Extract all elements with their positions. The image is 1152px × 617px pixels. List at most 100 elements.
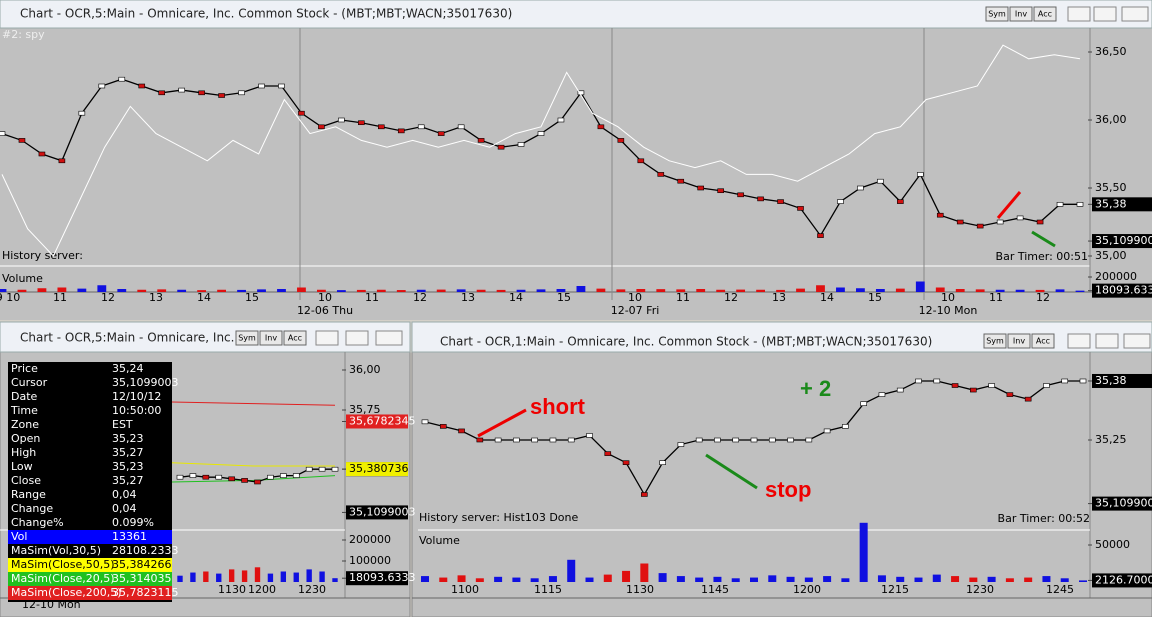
volume-bar: [749, 577, 759, 582]
x-tick-label: 14: [197, 291, 211, 304]
price-tag: [346, 571, 408, 586]
axis-label: 35,1099003: [1095, 497, 1152, 510]
volume-bar: [277, 289, 286, 292]
candle: [549, 437, 557, 443]
annotation: stop: [765, 477, 811, 502]
toolbar-button[interactable]: [983, 333, 1007, 349]
data-value: 35,27: [112, 474, 144, 487]
candle: [305, 466, 313, 472]
axis-label: 200000: [1095, 270, 1137, 283]
candle: [417, 124, 425, 130]
status-left: History server: Hist103 Done: [419, 511, 578, 524]
close[interactable]: [375, 330, 403, 346]
axis-label: 36,00: [349, 363, 381, 376]
candle: [557, 117, 565, 123]
volume-bar: [658, 573, 667, 582]
x-tick-label: 10: [318, 291, 332, 304]
candle: [254, 479, 261, 485]
candle: [622, 460, 630, 466]
data-label: Change%: [11, 516, 64, 529]
candle: [797, 206, 804, 211]
volume-bar: [241, 570, 248, 582]
volume-bar: [237, 289, 246, 292]
x-tick-label: 11: [365, 291, 379, 304]
toolbar-button[interactable]: [1007, 333, 1031, 349]
candle: [267, 474, 274, 480]
toolbar-button[interactable]: [283, 330, 307, 346]
volume-bar: [804, 577, 813, 582]
x-tick-label: 1230: [298, 583, 326, 596]
volume-bar: [512, 577, 521, 582]
candle: [292, 473, 300, 478]
toolbar-button-label[interactable]: Inv: [1013, 337, 1025, 346]
volume-bar: [1078, 580, 1088, 582]
toolbar-button-label[interactable]: Sym: [988, 10, 1006, 19]
toolbar-button-label[interactable]: Inv: [265, 334, 277, 343]
volume-bar: [332, 578, 338, 582]
moving-average: [171, 475, 336, 483]
arrow: [1031, 230, 1056, 248]
candle: [278, 83, 285, 89]
volume-bar: [254, 567, 261, 582]
close[interactable]: [1123, 333, 1151, 349]
candle: [158, 90, 166, 96]
axis-label: 35,1099003: [1095, 234, 1152, 247]
toolbar-button[interactable]: [985, 6, 1009, 22]
toolbar-button[interactable]: [235, 330, 259, 346]
candle: [837, 199, 844, 204]
candle: [1006, 392, 1014, 397]
volume-bar: [915, 281, 925, 292]
candle: [823, 428, 831, 434]
toolbar-button-label[interactable]: Acc: [1038, 10, 1052, 19]
x-tick-label: 11: [989, 291, 1003, 304]
minimize[interactable]: [1067, 6, 1091, 22]
candle: [659, 460, 666, 466]
volume-bar: [536, 289, 546, 292]
volume-bar: [696, 289, 706, 292]
candle: [38, 151, 46, 157]
toolbar-button[interactable]: [259, 330, 283, 346]
toolbar-button-label[interactable]: Sym: [986, 337, 1004, 346]
minimize[interactable]: [315, 330, 339, 346]
maximize[interactable]: [345, 330, 369, 346]
candle: [897, 199, 904, 204]
toolbar-button-label[interactable]: Acc: [288, 334, 302, 343]
candle: [750, 437, 758, 443]
toolbar-button-label[interactable]: Inv: [1015, 10, 1027, 19]
candle: [737, 192, 744, 198]
annotation: short: [530, 394, 586, 419]
x-tick-label: 12: [413, 291, 427, 304]
volume-bar: [1055, 289, 1065, 292]
toolbar-button-label[interactable]: Acc: [1036, 337, 1050, 346]
toolbar-button[interactable]: [1033, 6, 1057, 22]
candle: [677, 178, 685, 184]
volume-bar: [1075, 290, 1085, 292]
candle: [933, 378, 941, 384]
toolbar-button[interactable]: [1009, 6, 1033, 22]
volume-bar: [516, 289, 526, 292]
data-label: MaSim(Vol,30,5): [11, 544, 101, 557]
toolbar-button[interactable]: [1031, 333, 1055, 349]
volume-bar: [859, 522, 868, 582]
volume-bar: [776, 289, 785, 292]
toolbar-button-label[interactable]: Sym: [238, 334, 256, 343]
axis-label: 35,380736: [349, 462, 409, 475]
candle: [956, 219, 964, 225]
maximize[interactable]: [1095, 333, 1119, 349]
volume-bar: [987, 576, 996, 582]
close[interactable]: [1121, 6, 1149, 22]
maximize[interactable]: [1093, 6, 1117, 22]
candle: [1016, 215, 1024, 221]
candle: [677, 442, 685, 447]
volume-bar: [914, 577, 923, 582]
candle: [318, 466, 326, 472]
x-tick-label: 11: [53, 291, 67, 304]
volume-bar: [622, 570, 631, 582]
minimize[interactable]: [1067, 333, 1091, 349]
axis-label: 35,6782345: [349, 414, 415, 427]
candle: [18, 138, 26, 143]
volume-bar: [548, 576, 557, 582]
volume-bar: [297, 287, 306, 292]
candle: [178, 87, 185, 93]
